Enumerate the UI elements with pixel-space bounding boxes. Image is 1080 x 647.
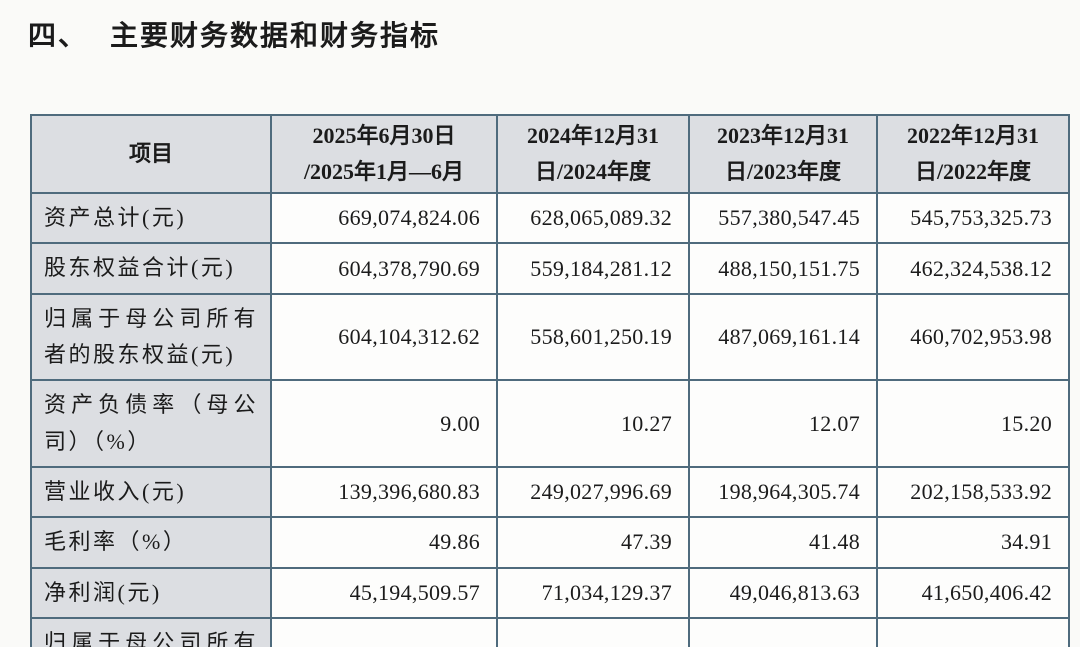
section-number: 四、: [28, 21, 89, 52]
cell-value: 628,065,089.32: [496, 192, 690, 245]
cell-value: 71,532,089.05: [496, 616, 690, 647]
cell-value: 41.48: [688, 516, 878, 569]
cell-value: 41,650,406.42: [876, 566, 1070, 619]
table-row-revenue: 营业收入(元) 139,396,680.83 249,027,996.69 19…: [30, 465, 1070, 519]
period-header-line: 日/2022年度: [914, 158, 1032, 184]
cell-value: 9.00: [270, 379, 498, 468]
period-header-line: 2023年12月31: [716, 122, 849, 148]
period-column-header-2022: 2022年12月31 日/2022年度: [876, 113, 1070, 195]
period-header-line: /2025年1月—6月: [303, 158, 465, 184]
cell-value: 559,184,281.12: [496, 242, 690, 295]
cell-value: 42,006,348.94: [876, 616, 1070, 647]
table-row-net-profit: 净利润(元) 45,194,509.57 71,034,129.37 49,04…: [30, 566, 1070, 619]
cell-value: 47.39: [496, 516, 690, 569]
cell-value: 557,380,547.45: [688, 192, 878, 245]
cell-value: 15.20: [876, 379, 1070, 468]
table-row-debt-ratio: 资产负债率（母公司）（%） 9.00 10.27 12.07 15.20: [30, 379, 1070, 468]
cell-value: 669,074,824.06: [270, 192, 498, 245]
cell-value: 604,104,312.62: [270, 292, 498, 382]
cell-value: 10.27: [496, 379, 690, 468]
cell-value: 71,034,129.37: [496, 566, 690, 619]
row-label: 资产总计(元): [30, 192, 272, 245]
period-column-header-2023: 2023年12月31 日/2023年度: [688, 113, 878, 195]
period-header-line: 2025年6月30日: [312, 122, 456, 148]
cell-value: 34.91: [876, 516, 1070, 569]
table-row-net-profit-parent: 归属于母公司所有者的净利润(元) 45,503,062.43 71,532,08…: [30, 616, 1070, 647]
cell-value: 49,587,407.16: [688, 616, 878, 647]
cell-value: 49,046,813.63: [688, 566, 878, 619]
table-row-gross-margin: 毛利率（%） 49.86 47.39 41.48 34.91: [30, 516, 1070, 569]
cell-value: 12.07: [688, 379, 878, 468]
cell-value: 202,158,533.92: [876, 465, 1070, 519]
page-title: 主要财务数据和财务指标: [110, 21, 441, 52]
row-label: 股东权益合计(元): [30, 242, 272, 295]
cell-value: 139,396,680.83: [270, 465, 498, 519]
cell-value: 460,702,953.98: [876, 292, 1070, 382]
period-header-line: 2022年12月31: [906, 122, 1039, 148]
cell-value: 604,378,790.69: [270, 242, 498, 295]
row-label: 归属于母公司所有者的股东权益(元): [30, 292, 272, 382]
row-label: 毛利率（%）: [30, 516, 272, 569]
table-row-total-assets: 资产总计(元) 669,074,824.06 628,065,089.32 55…: [30, 192, 1070, 245]
period-header-line: 日/2023年度: [724, 158, 842, 184]
cell-value: 462,324,538.12: [876, 242, 1070, 295]
cell-value: 45,194,509.57: [270, 566, 498, 619]
period-header-line: 2024年12月31: [526, 122, 659, 148]
financial-table: 项目 2025年6月30日 /2025年1月—6月 2024年12月31 日/2…: [30, 113, 1070, 647]
cell-value: 488,150,151.75: [688, 242, 878, 295]
cell-value: 545,753,325.73: [876, 192, 1070, 245]
cell-value: 198,964,305.74: [688, 465, 878, 519]
period-column-header-2025: 2025年6月30日 /2025年1月—6月: [270, 113, 498, 195]
table-row-total-equity: 股东权益合计(元) 604,378,790.69 559,184,281.12 …: [30, 242, 1070, 295]
section-title: 四、 主要财务数据和财务指标: [0, 0, 1080, 54]
cell-value: 45,503,062.43: [270, 616, 498, 647]
cell-value: 558,601,250.19: [496, 292, 690, 382]
row-label: 净利润(元): [30, 566, 272, 619]
period-header-line: 日/2024年度: [534, 158, 652, 184]
cell-value: 487,069,161.14: [688, 292, 878, 382]
row-label: 归属于母公司所有者的净利润(元): [30, 616, 272, 647]
cell-value: 49.86: [270, 516, 498, 569]
row-label: 营业收入(元): [30, 465, 272, 519]
table-row-equity-parent: 归属于母公司所有者的股东权益(元) 604,104,312.62 558,601…: [30, 292, 1070, 382]
cell-value: 249,027,996.69: [496, 465, 690, 519]
item-column-header: 项目: [30, 113, 272, 195]
row-label: 资产负债率（母公司）（%）: [30, 379, 272, 468]
table-header-row: 项目 2025年6月30日 /2025年1月—6月 2024年12月31 日/2…: [30, 113, 1070, 195]
period-column-header-2024: 2024年12月31 日/2024年度: [496, 113, 690, 195]
